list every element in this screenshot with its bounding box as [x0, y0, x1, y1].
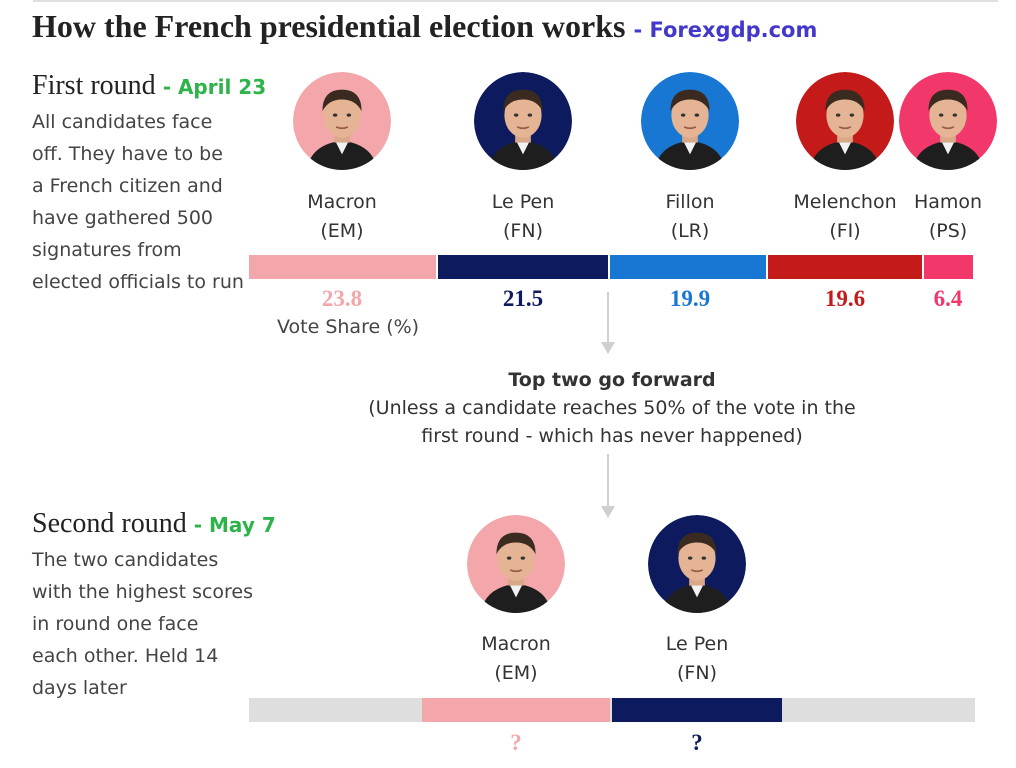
candidate-label: Hamon (PS)	[873, 188, 1016, 246]
bar-segment-macron	[422, 698, 610, 722]
vote-share-label: Vote Share (%)	[277, 316, 420, 338]
page-title-text: How the French presidential election wor…	[32, 8, 626, 44]
first-round-desc-line: a French citizen and	[32, 175, 223, 197]
candidate-name: Hamon	[913, 191, 983, 213]
candidate-name: Fillon	[665, 191, 715, 213]
candidate-photo-fillon	[641, 72, 739, 170]
first-round-desc-line: signatures from	[32, 239, 182, 261]
candidate-label: Macron (EM)	[267, 188, 417, 246]
candidate-party: (PS)	[928, 220, 968, 242]
candidate-party: (FI)	[829, 220, 861, 242]
page-title: How the French presidential election wor…	[32, 8, 817, 45]
brand-name[interactable]: - Forexgdp.com	[633, 18, 817, 42]
arrow-down-icon	[601, 454, 615, 518]
first-round-heading: First round - April 23	[32, 70, 266, 102]
value-label: 19.6	[824, 286, 866, 311]
first-round-desc-line: All candidates face	[32, 111, 213, 133]
transition-text: Top two go forward (Unless a candidate r…	[342, 366, 882, 450]
candidate-party: (FN)	[503, 220, 543, 242]
candidate-party: (EM)	[320, 220, 364, 242]
first-round-desc-line: elected officials to run	[32, 271, 244, 293]
first-round-desc-line: have gathered 500	[32, 207, 213, 229]
candidate-name: Macron	[481, 633, 551, 655]
candidate-name: Macron	[307, 191, 377, 213]
brand-separator: -	[633, 18, 643, 42]
second-round-desc-line: each other. Held 14	[32, 645, 219, 667]
bar-segment-fillon	[609, 255, 767, 279]
second-round-heading: Second round - May 7	[32, 508, 276, 540]
first-round-date: - April 23	[162, 75, 267, 99]
bar-segment-hamon	[924, 255, 973, 279]
candidate-photo-hamon	[899, 72, 997, 170]
candidate-label: Le Pen (FN)	[622, 630, 772, 688]
top-divider	[33, 0, 998, 2]
transition-headline: Top two go forward	[508, 369, 716, 391]
candidate-photo-macron	[467, 515, 565, 613]
value-label: 6.4	[933, 286, 963, 311]
value-label: 23.8	[321, 286, 363, 311]
candidate-label: Fillon (LR)	[615, 188, 765, 246]
second-round-date: - May 7	[193, 513, 276, 537]
candidate-photo-le-pen	[648, 515, 746, 613]
candidate-party: (LR)	[670, 220, 710, 242]
bar-segment-le-pen	[438, 255, 608, 279]
candidate-name: Le Pen	[665, 633, 729, 655]
arrow-down-icon	[601, 292, 615, 354]
candidate-label: Melenchon (FI)	[770, 188, 920, 246]
second-round-desc-line: days later	[32, 677, 127, 699]
second-round-description: The two candidates with the highest scor…	[32, 544, 262, 704]
second-round-desc-line: The two candidates	[32, 549, 219, 571]
second-round-desc-line: with the highest scores	[32, 581, 254, 603]
value-label: ?	[691, 730, 703, 755]
bar-segment-melenchon	[768, 255, 923, 279]
transition-note: (Unless a candidate reaches 50% of the v…	[368, 397, 856, 419]
value-label: 19.9	[669, 286, 711, 311]
first-round-title: First round	[32, 70, 156, 101]
first-round-description: All candidates face off. They have to be…	[32, 106, 252, 298]
brand-link[interactable]: Forexgdp.com	[649, 18, 818, 42]
candidate-photo-melenchon	[796, 72, 894, 170]
second-round-title: Second round	[32, 508, 187, 539]
candidate-label: Macron (EM)	[441, 630, 591, 688]
first-round-desc-line: off. They have to be	[32, 143, 223, 165]
candidate-name: Melenchon	[793, 191, 897, 213]
value-label: 21.5	[502, 286, 544, 311]
transition-note: first round - which has never happened)	[421, 425, 803, 447]
candidate-photo-le-pen	[474, 72, 572, 170]
candidate-name: Le Pen	[491, 191, 555, 213]
value-label: ?	[510, 730, 522, 755]
candidate-photo-macron	[293, 72, 391, 170]
bar-segment-le-pen	[612, 698, 782, 722]
second-round-desc-line: in round one face	[32, 613, 199, 635]
candidate-party: (FN)	[677, 662, 717, 684]
candidate-party: (EM)	[494, 662, 538, 684]
bar-segment-macron	[249, 255, 437, 279]
candidate-label: Le Pen (FN)	[448, 188, 598, 246]
